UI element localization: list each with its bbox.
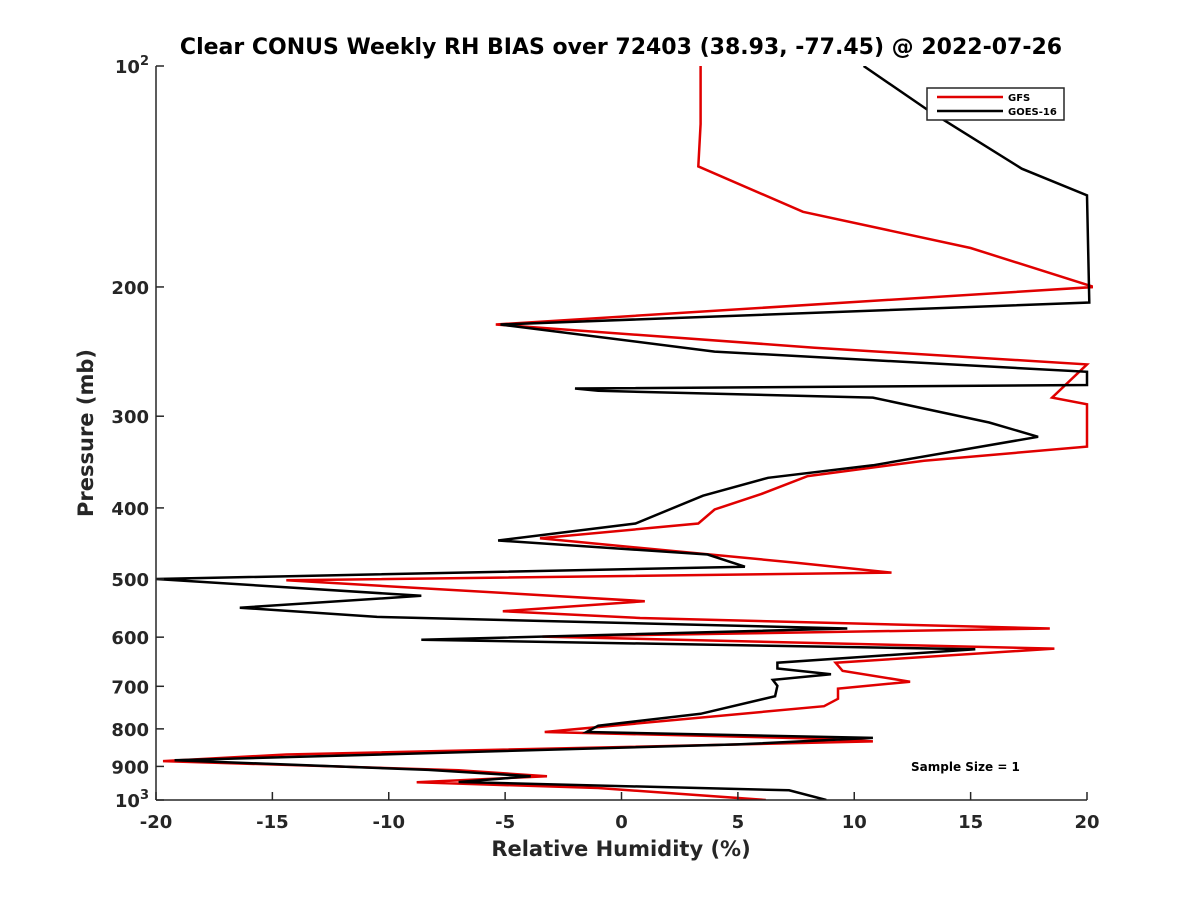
x-axis-label: Relative Humidity (%) (491, 837, 750, 861)
y-tick-label: 700 (111, 677, 149, 698)
y-tick-label: 500 (111, 570, 149, 591)
legend-label-goes16: GOES-16 (1008, 107, 1057, 118)
legend-label-gfs: GFS (1008, 93, 1030, 104)
x-tick-label: 5 (732, 812, 745, 833)
y-axis-label: Pressure (mb) (74, 349, 98, 517)
x-tick-label: -10 (372, 812, 405, 833)
x-ticks: -20 -15 -10 -5 0 5 10 15 20 (140, 792, 1100, 833)
x-tick-label: -15 (256, 812, 289, 833)
y-tick-label: 103 (115, 788, 149, 812)
y-tick-label: 400 (111, 499, 149, 520)
series-line-gfs (162, 66, 1093, 800)
x-tick-label: -20 (140, 812, 173, 833)
legend-box (926, 87, 1065, 121)
y-tick-label: 200 (111, 278, 149, 299)
y-ticks: 102 200 300 400 500 600 700 800 900 103 (111, 54, 164, 812)
plot-lines (156, 66, 1093, 800)
y-tick-label: 600 (111, 628, 149, 649)
chart-title: Clear CONUS Weekly RH BIAS over 72403 (3… (180, 35, 1062, 60)
sample-size-annotation: Sample Size = 1 (911, 760, 1020, 774)
y-tick-label: 102 (115, 54, 149, 78)
legend: GFS GOES-16 (926, 87, 1065, 121)
x-tick-label: 20 (1074, 812, 1099, 833)
series-line-goes16 (156, 66, 1091, 800)
x-tick-label: 0 (615, 812, 628, 833)
y-tick-label: 300 (111, 407, 149, 428)
x-tick-label: 15 (958, 812, 983, 833)
y-tick-label: 900 (111, 757, 149, 778)
x-tick-label: -5 (495, 812, 515, 833)
y-tick-label: 800 (111, 720, 149, 741)
x-tick-label: 10 (842, 812, 867, 833)
